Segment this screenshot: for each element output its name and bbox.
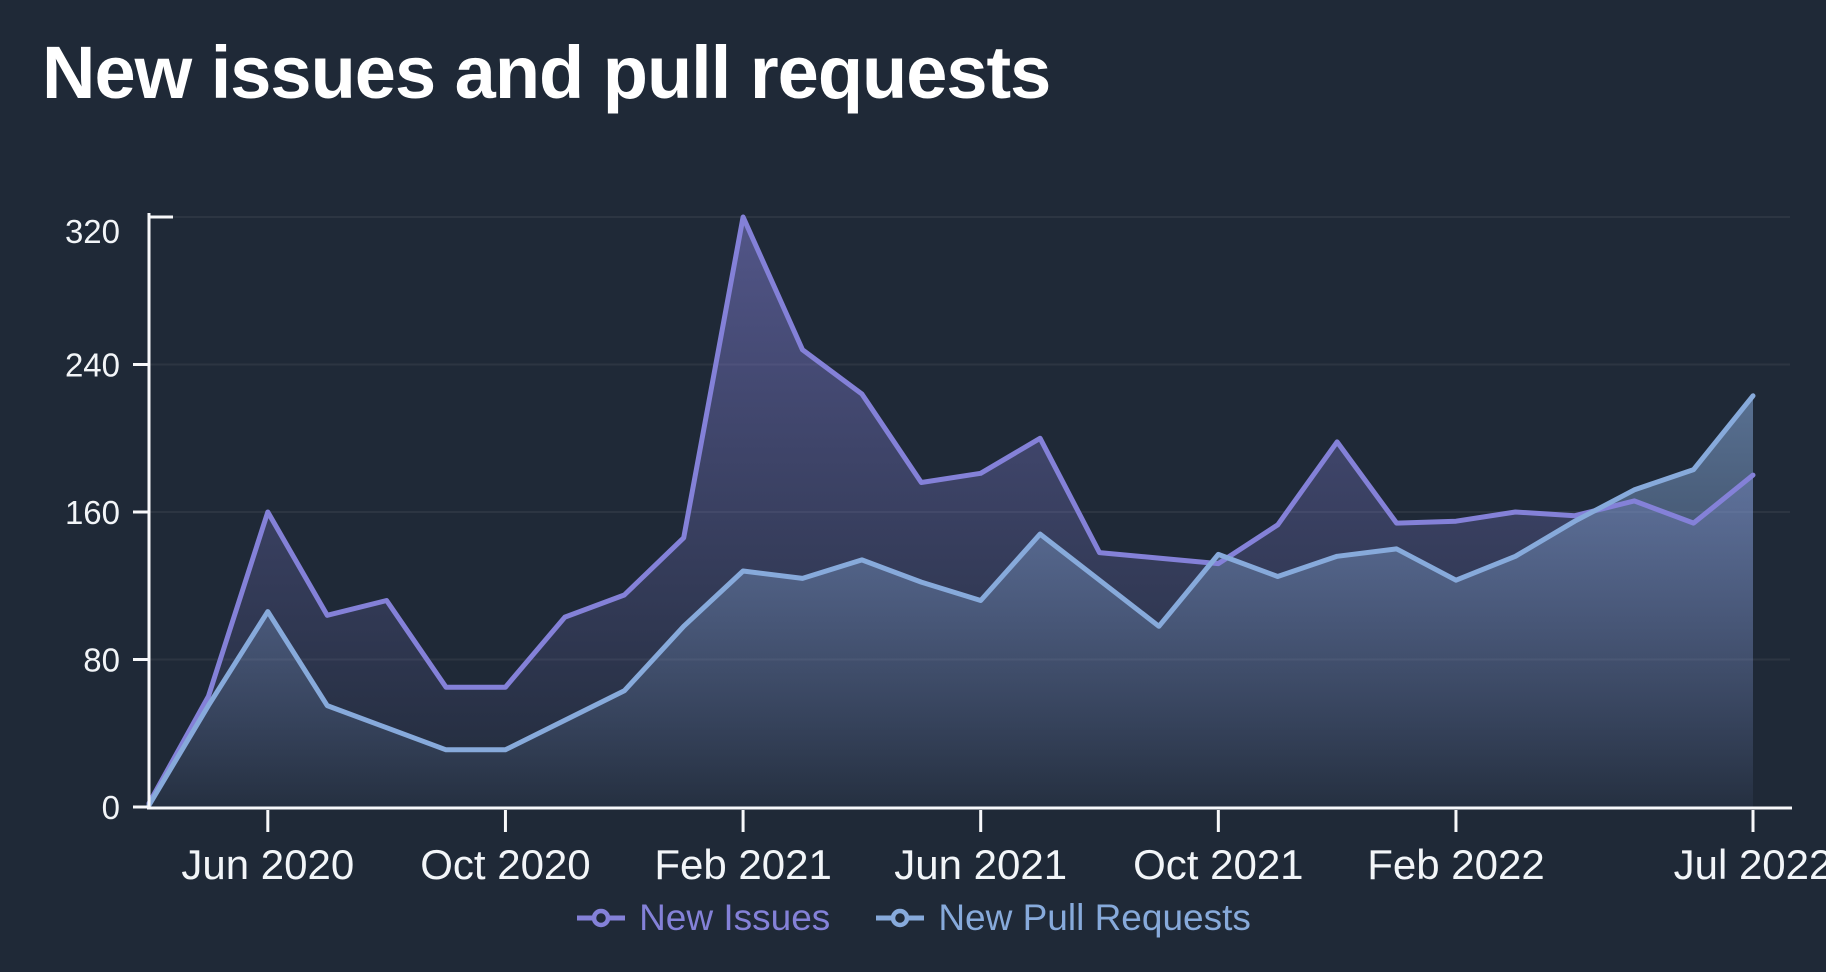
x-tick-label-Jul-2022: Jul 2022 [1674,841,1826,888]
y-tick-label-320: 320 [65,213,120,250]
legend-item-new-issues[interactable]: New Issues [575,897,830,939]
series-area-new-pull-requests [149,395,1753,807]
legend-marker-new-pull-requests-icon [876,908,925,928]
chart-legend: New Issues New Pull Requests [0,888,1826,948]
y-tick-label-0: 0 [102,789,120,826]
y-tick-label-80: 80 [83,642,120,679]
legend-label-new-issues: New Issues [639,897,831,938]
x-tick-label-Oct-2020: Oct 2020 [420,841,590,888]
y-tick-label-160: 160 [65,494,120,531]
series-line-new-issues[interactable] [146,214,1756,806]
legend-label-new-pull-requests: New Pull Requests [938,897,1251,938]
chart-title: New issues and pull requests [42,31,1051,114]
x-tick-label-Jun-2021: Jun 2021 [894,841,1067,888]
legend-marker-new-issues-icon [577,908,626,928]
x-tick-label-Feb-2021: Feb 2021 [654,841,831,888]
y-tick-label-240: 240 [65,347,120,384]
legend-item-new-pull-requests[interactable]: New Pull Requests [874,897,1251,939]
x-tick-label-Jun-2020: Jun 2020 [181,841,354,888]
x-tick-label-Feb-2022: Feb 2022 [1367,841,1544,888]
series-line-new-pull-requests[interactable] [146,393,1756,808]
x-tick-label-Oct-2021: Oct 2021 [1133,841,1303,888]
